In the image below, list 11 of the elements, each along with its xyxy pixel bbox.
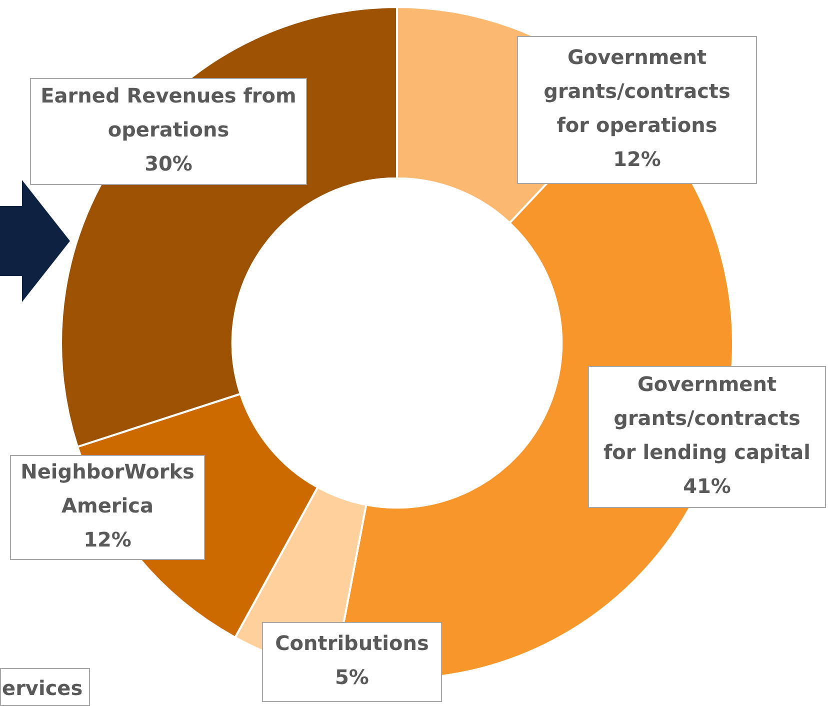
slice-label: NeighborWorks America [20, 460, 194, 518]
data-label: 12% [613, 147, 661, 172]
data-label: 12% [84, 528, 132, 552]
slice-label: Earned Revenues from operations [40, 84, 296, 142]
data-label: 30% [144, 152, 192, 176]
slice-label: Contributions [275, 631, 429, 656]
data-label: 41% [683, 474, 731, 498]
slice-label: Government grants/contracts for operations [544, 45, 730, 138]
data-label: 5% [335, 665, 369, 690]
slice-label: Government grants/contracts for lending capital [603, 372, 811, 464]
text: ervices [2, 676, 83, 700]
